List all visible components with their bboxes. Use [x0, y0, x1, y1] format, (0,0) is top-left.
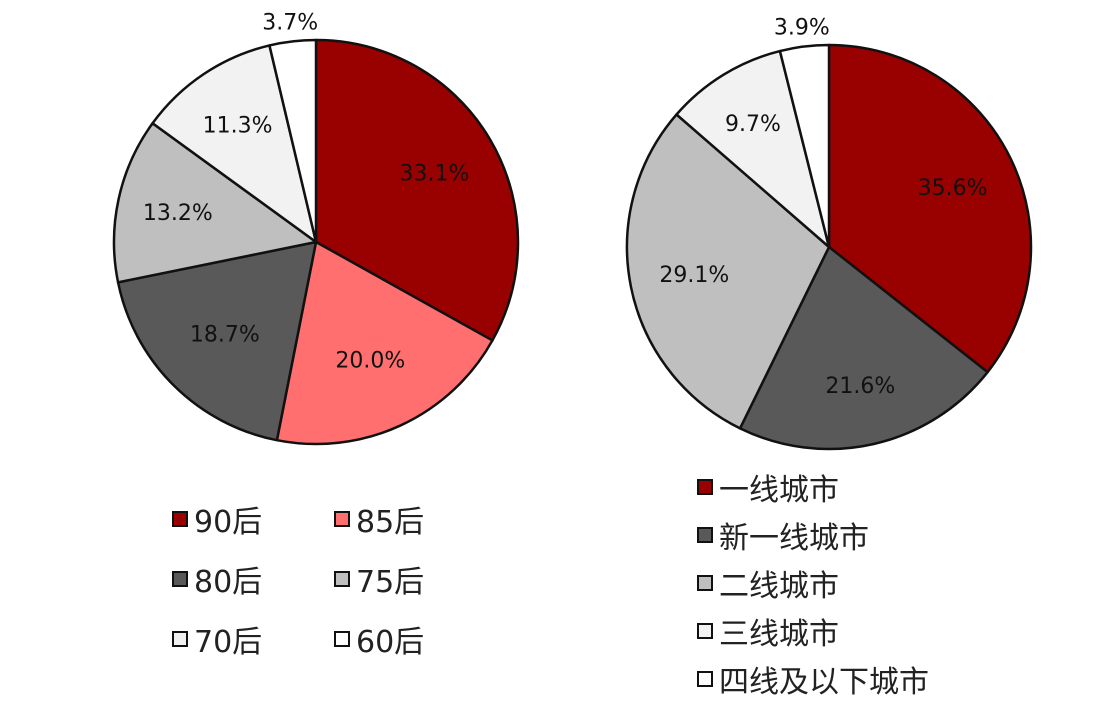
- pie-slice: [827, 43, 1033, 374]
- pie-slice: [675, 49, 831, 249]
- legend-label: 二线城市: [719, 569, 839, 604]
- slice-data-label: 18.7%: [190, 323, 260, 348]
- legend-swatch: [172, 511, 188, 527]
- pie-slice: [625, 113, 831, 430]
- legend-city-tiers: 一线城市 新一线城市 二线城市 三线城市 四线及以下城市: [697, 470, 929, 700]
- legend-item: 新一线城市: [697, 518, 929, 556]
- legend-swatch: [172, 631, 188, 647]
- legend-item: 70后: [172, 622, 334, 660]
- slice-data-label: 11.3%: [203, 113, 273, 138]
- legend-swatch: [334, 511, 350, 527]
- legend-label: 75后: [356, 565, 425, 600]
- legend-swatch: [334, 631, 350, 647]
- legend-generations: 90后 85后 80后 75后 70后 60后: [172, 502, 474, 660]
- legend-swatch: [697, 623, 713, 639]
- legend-item: 85后: [334, 502, 474, 540]
- legend-label: 70后: [194, 625, 263, 660]
- legend-label: 60后: [356, 625, 425, 660]
- legend-swatch: [697, 671, 713, 687]
- pie-slice: [275, 240, 494, 446]
- legend-label: 四线及以下城市: [719, 665, 929, 700]
- legend-label: 三线城市: [719, 617, 839, 652]
- pie-slice: [738, 245, 989, 451]
- legend-item: 90后: [172, 502, 334, 540]
- legend-swatch: [697, 479, 713, 495]
- pie-slice: [151, 44, 318, 244]
- pie-chart-1: 33.1% 20.0% 18.7% 13.2% 11.3% 3.7%: [112, 10, 520, 446]
- pie-slice: [778, 43, 831, 249]
- legend-item: 二线城市: [697, 566, 929, 604]
- legend-swatch: [334, 571, 350, 587]
- legend-swatch: [697, 527, 713, 543]
- legend-label: 90后: [194, 505, 263, 540]
- slice-data-label: 13.2%: [143, 201, 213, 226]
- slice-data-label: 20.0%: [335, 348, 405, 373]
- legend-label: 85后: [356, 505, 425, 540]
- slice-data-label: 3.9%: [774, 15, 830, 40]
- slice-data-label: 3.7%: [262, 10, 318, 35]
- legend-item: 60后: [334, 622, 474, 660]
- slice-data-label: 9.7%: [725, 112, 781, 137]
- legend-label: 新一线城市: [719, 521, 869, 556]
- legend-item: 一线城市: [697, 470, 929, 508]
- legend-item: 三线城市: [697, 614, 929, 652]
- legend-item: 四线及以下城市: [697, 662, 929, 700]
- pie-slice: [268, 38, 318, 244]
- pie-charts: 33.1% 20.0% 18.7% 13.2% 11.3% 3.7% 35.6% 21.6% 2…: [112, 10, 1033, 451]
- pie-chart-2: 35.6% 21.6% 29.1% 9.7% 3.9%: [625, 15, 1033, 451]
- legend-label: 80后: [194, 565, 263, 600]
- slice-data-label: 33.1%: [400, 161, 470, 186]
- legend-label: 一线城市: [719, 473, 839, 508]
- legend-swatch: [697, 575, 713, 591]
- legend-swatch: [172, 571, 188, 587]
- legend-item: 80后: [172, 562, 334, 600]
- slice-data-label: 21.6%: [825, 374, 895, 399]
- legend-item: 75后: [334, 562, 474, 600]
- slice-data-label: 29.1%: [659, 263, 729, 288]
- pie-slice: [112, 122, 318, 284]
- pie-slice: [314, 38, 520, 342]
- slice-data-label: 35.6%: [918, 176, 988, 201]
- pie-slice: [116, 240, 318, 442]
